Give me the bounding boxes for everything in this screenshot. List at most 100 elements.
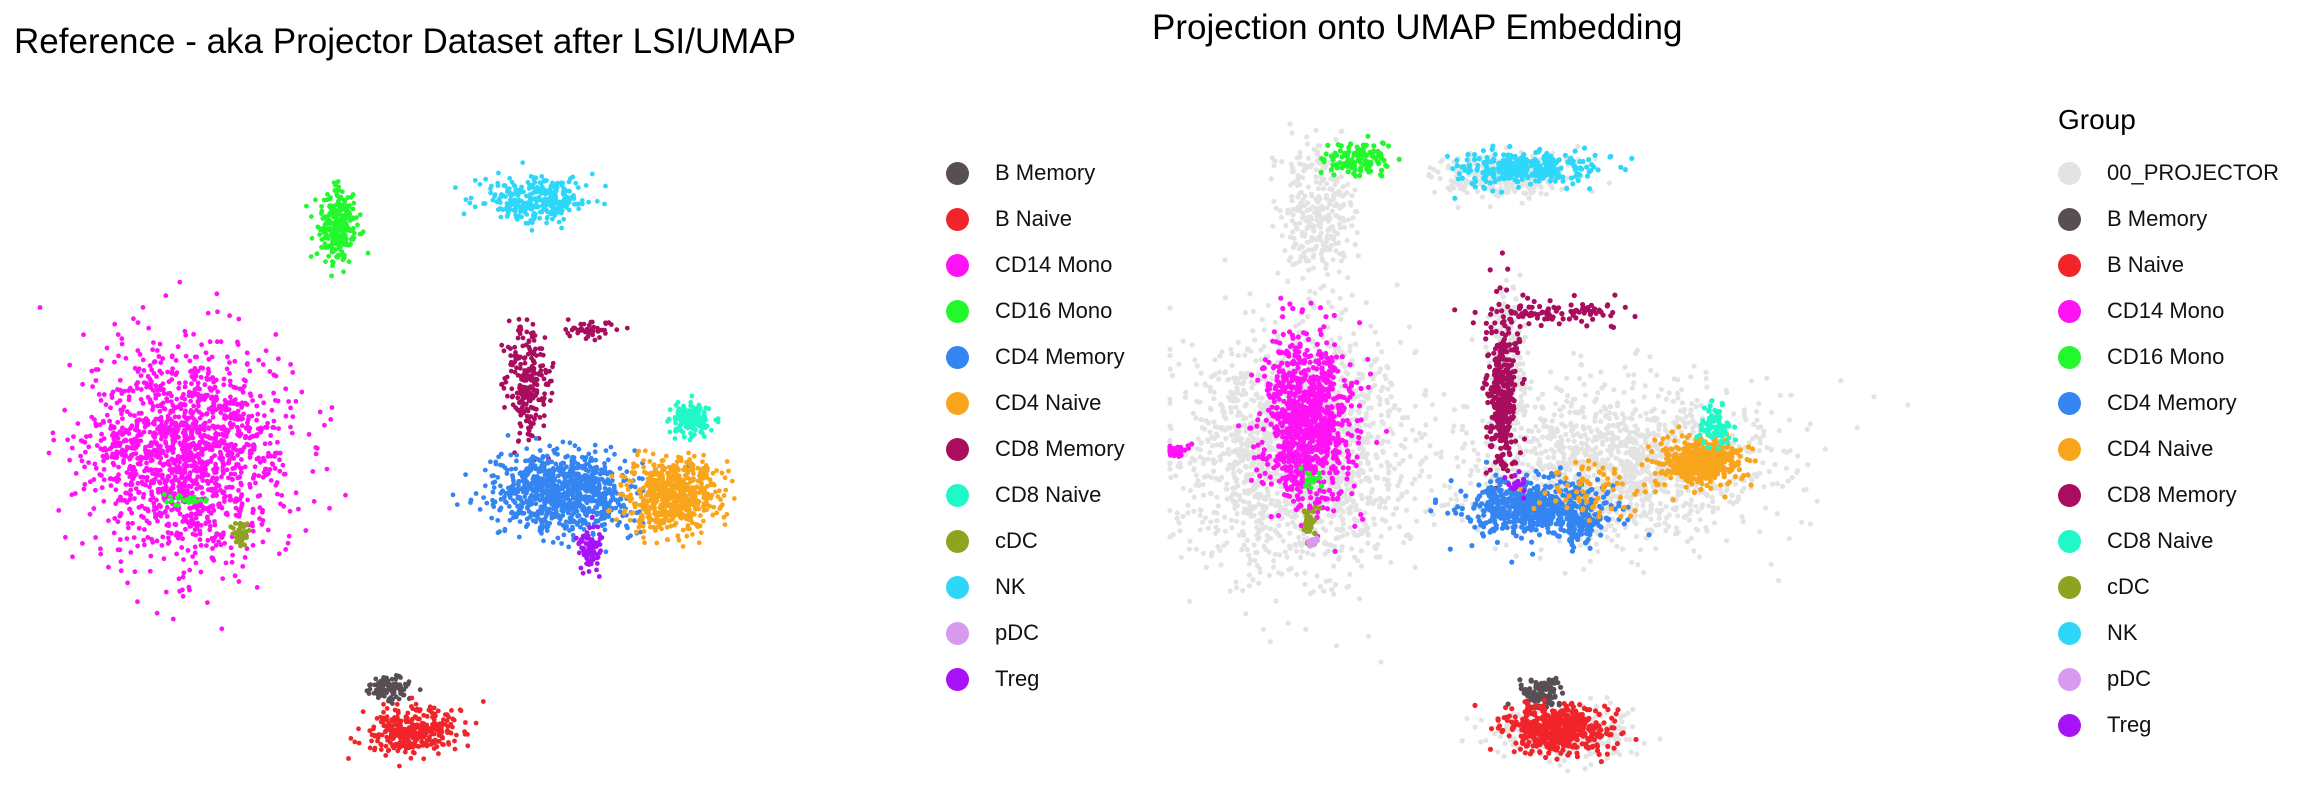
data-point bbox=[691, 453, 697, 459]
data-point bbox=[391, 735, 397, 741]
data-point bbox=[236, 488, 241, 493]
data-point bbox=[565, 330, 571, 336]
data-point bbox=[681, 434, 687, 440]
data-point bbox=[663, 487, 669, 493]
data-point bbox=[189, 455, 195, 461]
data-point bbox=[198, 542, 204, 548]
data-point bbox=[531, 338, 537, 343]
data-point bbox=[645, 480, 650, 486]
data-point bbox=[424, 743, 430, 749]
legend-item-nk: NK bbox=[946, 564, 1125, 610]
data-point bbox=[276, 356, 281, 362]
data-point bbox=[607, 480, 613, 486]
data-point bbox=[308, 254, 314, 259]
data-point bbox=[119, 391, 125, 396]
data-point bbox=[673, 512, 678, 518]
data-point bbox=[150, 347, 156, 353]
data-point bbox=[632, 501, 637, 507]
data-point bbox=[162, 424, 168, 430]
data-point bbox=[490, 502, 496, 508]
data-point bbox=[533, 501, 539, 507]
data-point bbox=[176, 484, 182, 489]
data-point bbox=[680, 412, 685, 418]
data-point bbox=[131, 535, 137, 540]
data-point bbox=[640, 476, 645, 482]
data-point bbox=[1302, 581, 1308, 587]
data-point bbox=[133, 471, 139, 477]
data-point bbox=[116, 464, 121, 470]
data-point bbox=[182, 328, 188, 334]
data-point bbox=[684, 533, 690, 539]
data-point bbox=[575, 494, 581, 500]
data-point bbox=[159, 370, 165, 376]
data-point bbox=[513, 357, 519, 363]
data-point bbox=[283, 547, 289, 552]
data-point bbox=[693, 521, 699, 527]
data-point bbox=[346, 259, 352, 265]
data-point bbox=[608, 322, 614, 327]
data-point bbox=[220, 464, 226, 470]
data-point bbox=[65, 437, 70, 443]
data-point bbox=[532, 214, 538, 220]
data-point bbox=[201, 422, 207, 427]
data-point bbox=[179, 395, 185, 401]
data-point bbox=[703, 425, 708, 431]
data-point bbox=[195, 380, 201, 386]
data-point bbox=[544, 528, 550, 533]
data-point bbox=[551, 204, 556, 209]
data-point bbox=[206, 441, 212, 447]
data-point bbox=[235, 417, 241, 422]
data-point bbox=[93, 367, 99, 372]
data-point bbox=[542, 391, 547, 397]
data-point bbox=[172, 414, 178, 420]
data-point bbox=[499, 342, 505, 348]
data-point bbox=[222, 415, 227, 421]
data-point bbox=[328, 417, 334, 422]
data-point bbox=[659, 526, 664, 532]
data-point bbox=[147, 429, 153, 435]
data-point bbox=[514, 365, 519, 371]
data-point bbox=[560, 522, 566, 528]
data-point bbox=[391, 689, 397, 695]
data-point bbox=[542, 504, 548, 510]
data-point bbox=[145, 394, 151, 400]
data-point bbox=[535, 474, 540, 480]
data-point bbox=[689, 511, 695, 517]
data-point bbox=[101, 436, 107, 441]
data-point bbox=[135, 369, 141, 374]
data-point bbox=[1344, 487, 1350, 493]
data-point bbox=[123, 438, 129, 444]
data-point bbox=[522, 494, 528, 500]
data-point bbox=[399, 690, 404, 696]
data-point bbox=[726, 468, 731, 474]
data-point bbox=[260, 539, 266, 545]
data-point bbox=[356, 726, 361, 732]
data-point bbox=[159, 436, 164, 442]
data-point bbox=[565, 472, 571, 477]
data-point bbox=[586, 509, 592, 515]
data-point bbox=[523, 473, 529, 479]
data-point bbox=[194, 354, 200, 360]
data-point bbox=[1223, 436, 1229, 442]
data-point bbox=[160, 534, 166, 540]
data-point bbox=[566, 544, 572, 550]
data-point bbox=[663, 508, 668, 513]
data-point bbox=[163, 589, 169, 595]
data-point bbox=[645, 498, 650, 504]
data-point bbox=[232, 471, 238, 477]
data-point bbox=[205, 600, 210, 605]
data-point bbox=[157, 430, 163, 435]
legend-swatch bbox=[946, 345, 969, 369]
data-point bbox=[346, 756, 351, 761]
series-treg bbox=[574, 514, 605, 579]
data-point bbox=[583, 541, 589, 546]
data-point bbox=[314, 251, 320, 257]
data-point bbox=[668, 523, 674, 529]
data-point bbox=[701, 492, 707, 497]
data-point bbox=[93, 378, 99, 383]
data-point bbox=[1270, 370, 1276, 376]
data-point bbox=[248, 393, 254, 399]
data-point bbox=[503, 379, 509, 385]
data-point bbox=[703, 405, 709, 411]
data-point bbox=[574, 509, 580, 514]
